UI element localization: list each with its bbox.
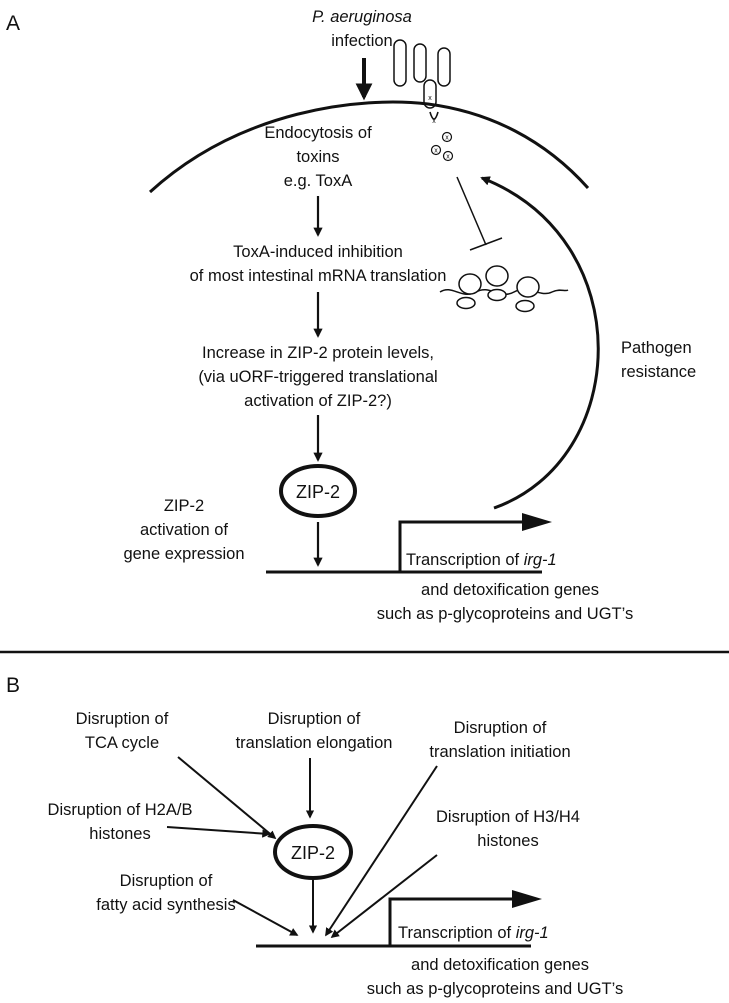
inhibition-text: of most intestinal mRNA translation <box>190 267 447 285</box>
detox-text: and detoxification genes <box>421 581 599 599</box>
h2ab-text: Disruption of H2A/B <box>48 801 193 819</box>
fatty-acid-text: Disruption of <box>120 872 213 890</box>
internalized-toxins-icon: x x x <box>430 131 454 162</box>
h2ab-arrow <box>166 826 271 838</box>
h3h4-arrow <box>330 854 438 939</box>
elongation-text: Disruption of <box>268 710 361 728</box>
infection-label: infection <box>331 32 392 50</box>
activation-text: gene expression <box>123 545 244 563</box>
initiation-text: Disruption of <box>454 719 547 737</box>
ribosome-mrna-icon <box>439 265 569 313</box>
endocytosis-text: Endocytosis of <box>264 124 372 142</box>
transcription-start-arrow-b <box>388 897 520 946</box>
endocytosis-text: toxins <box>296 148 339 166</box>
transcription-text-b: Transcription of irg-1 <box>398 924 549 942</box>
toxin-marker: x <box>432 118 436 125</box>
zip2-node <box>279 464 357 518</box>
fatty-acid-text: fatty acid synthesis <box>96 896 235 914</box>
inhibition-line <box>456 176 487 246</box>
activation-text: ZIP-2 <box>164 497 204 515</box>
inhibition-text: ToxA-induced inhibition <box>233 243 403 261</box>
panel-b-label: B <box>6 674 20 697</box>
initiation-arrow <box>325 765 438 937</box>
elongation-text: translation elongation <box>236 734 393 752</box>
resistance-text: Pathogen <box>621 339 692 357</box>
toxin-marker: x <box>428 95 432 102</box>
pathogen-resistance-arrow <box>480 176 600 510</box>
toxin-marker: x <box>434 148 438 155</box>
inhibition-bar <box>469 237 503 251</box>
tca-arrow <box>177 756 277 840</box>
endocytosis-text: e.g. ToxA <box>284 172 353 190</box>
increase-text: activation of ZIP-2?) <box>244 392 392 410</box>
zip2-label: ZIP-2 <box>296 482 340 502</box>
h3h4-text: histones <box>477 832 538 850</box>
increase-text: (via uORF-triggered translational <box>198 368 437 386</box>
transcription-arrowhead <box>522 513 552 531</box>
tca-text: TCA cycle <box>85 734 159 752</box>
zip2-node-b <box>273 824 353 880</box>
detox-text: such as p-glycoproteins and UGT’s <box>377 605 633 623</box>
resistance-text: resistance <box>621 363 696 381</box>
transcription-text: Transcription of irg-1 <box>406 551 557 569</box>
initiation-text: translation initiation <box>429 743 570 761</box>
infection-species-label: P. aeruginosa <box>312 8 412 26</box>
h2ab-text: histones <box>89 825 150 843</box>
tca-text: Disruption of <box>76 710 169 728</box>
panel-b: B Disruption of TCA cycle Disruption of … <box>6 674 623 998</box>
endocytic-pit <box>429 111 439 120</box>
zip2-label-b: ZIP-2 <box>291 843 335 863</box>
detox-text-b: such as p-glycoproteins and UGT’s <box>367 980 623 998</box>
detox-text-b: and detoxification genes <box>411 956 589 974</box>
panel-a-label: A <box>6 12 20 35</box>
panel-a: A P. aeruginosa infection x x x x x <box>6 8 696 623</box>
transcription-start-arrow <box>398 520 530 572</box>
bacteria-icon <box>393 39 451 109</box>
transcription-arrowhead-b <box>512 890 542 908</box>
fatty-acid-arrow <box>232 899 299 936</box>
toxin-marker: x <box>446 154 450 161</box>
increase-text: Increase in ZIP-2 protein levels, <box>202 344 434 362</box>
toxin-marker: x <box>445 135 449 142</box>
h3h4-text: Disruption of H3/H4 <box>436 808 580 826</box>
cell-membrane <box>148 100 590 194</box>
activation-text: activation of <box>140 521 228 539</box>
